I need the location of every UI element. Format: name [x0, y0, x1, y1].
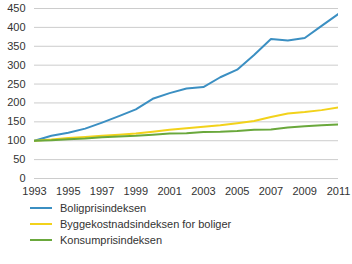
svg-text:1995: 1995: [56, 185, 80, 197]
svg-text:2003: 2003: [191, 185, 215, 197]
svg-text:1993: 1993: [22, 185, 46, 197]
svg-text:2009: 2009: [292, 185, 316, 197]
svg-text:0: 0: [19, 172, 25, 184]
svg-text:2011: 2011: [327, 185, 351, 197]
svg-text:50: 50: [13, 153, 25, 165]
svg-text:350: 350: [7, 40, 25, 52]
svg-text:1997: 1997: [90, 185, 114, 197]
svg-text:100: 100: [7, 134, 25, 146]
html-text:Boligprisindeksen: Boligprisindeksen: [60, 202, 147, 214]
svg-text:2007: 2007: [259, 185, 283, 197]
svg-text:150: 150: [7, 115, 25, 127]
html-text:Byggekostnadsindeksen for boli: Byggekostnadsindeksen for boliger: [60, 218, 232, 230]
svg-text:200: 200: [7, 96, 25, 108]
svg-text:250: 250: [7, 78, 25, 90]
svg-text:2001: 2001: [157, 185, 181, 197]
svg-text:1999: 1999: [124, 185, 148, 197]
svg-text:400: 400: [7, 21, 25, 33]
html-text:Konsumprisindeksen: Konsumprisindeksen: [60, 234, 163, 246]
svg-text:300: 300: [7, 59, 25, 71]
svg-text:450: 450: [7, 2, 25, 14]
svg-text:2005: 2005: [225, 185, 249, 197]
